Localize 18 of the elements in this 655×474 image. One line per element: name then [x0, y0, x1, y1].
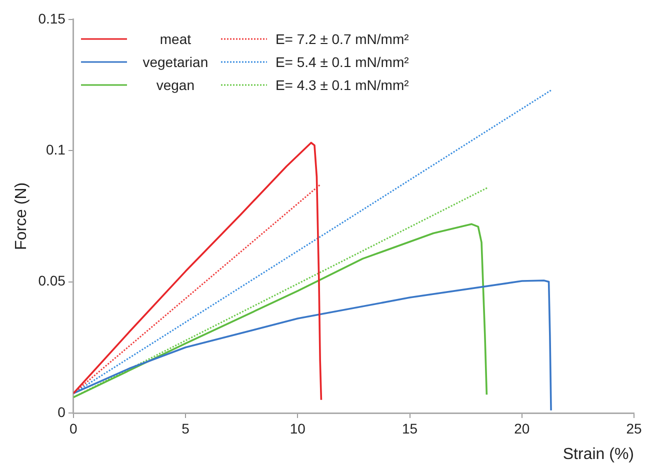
x-axis-title: Strain (%): [562, 446, 634, 463]
y-axis-title: Force (N): [13, 182, 30, 250]
legend-label: E= 4.3 ± 0.1 mN/mm²: [275, 77, 409, 94]
legend-label: vegan: [155, 77, 196, 94]
y-tick-label: 0.1: [46, 141, 66, 158]
x-tick-label: 25: [626, 420, 642, 436]
y-tick-label: 0.05: [38, 272, 66, 289]
y-tick-label: 0.15: [38, 10, 66, 26]
x-tick-label: 15: [402, 420, 418, 436]
y-tick-label: 0: [58, 404, 66, 420]
legend-label: E= 7.2 ± 0.7 mN/mm²: [275, 31, 409, 48]
x-tick-label: 10: [290, 420, 306, 436]
x-tick-label: 5: [182, 420, 190, 436]
legend-label: vegetarian: [142, 54, 210, 70]
x-tick-label: 0: [70, 420, 78, 436]
legend-label: meat: [158, 31, 192, 48]
x-tick-label: 20: [514, 420, 530, 436]
legend-label: E= 5.4 ± 0.1 mN/mm²: [275, 54, 409, 70]
